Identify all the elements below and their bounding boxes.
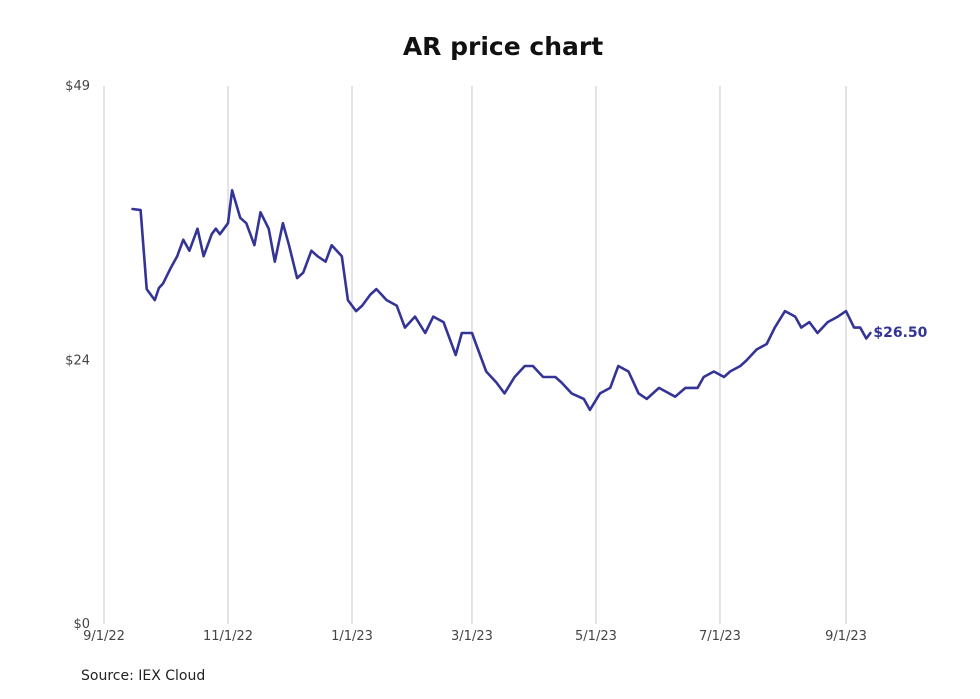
axis-labels: 9/1/22 11/1/22 1/1/23 3/1/23 5/1/23 7/1/23 9/1…: [65, 79, 867, 644]
last-price-label: $26.50: [873, 325, 927, 341]
price-series-line: [131, 189, 872, 412]
x-tick-label: 11/1/22: [203, 629, 253, 644]
source-note: Source: IEX Cloud: [81, 668, 206, 684]
x-tick-label: 7/1/23: [699, 629, 741, 644]
x-tick-label: 1/1/23: [331, 629, 373, 644]
y-tick-label: $49: [65, 79, 90, 94]
x-tick-label: 3/1/23: [451, 629, 493, 644]
gridlines: [103, 86, 847, 624]
y-tick-label: $24: [65, 353, 90, 368]
x-tick-label: 9/1/23: [825, 629, 867, 644]
y-tick-label: $0: [73, 617, 90, 632]
chart-title: AR price chart: [402, 32, 604, 61]
x-tick-label: 9/1/22: [83, 629, 125, 644]
series-layer: $26.50: [131, 189, 928, 412]
x-tick-label: 5/1/23: [575, 629, 617, 644]
